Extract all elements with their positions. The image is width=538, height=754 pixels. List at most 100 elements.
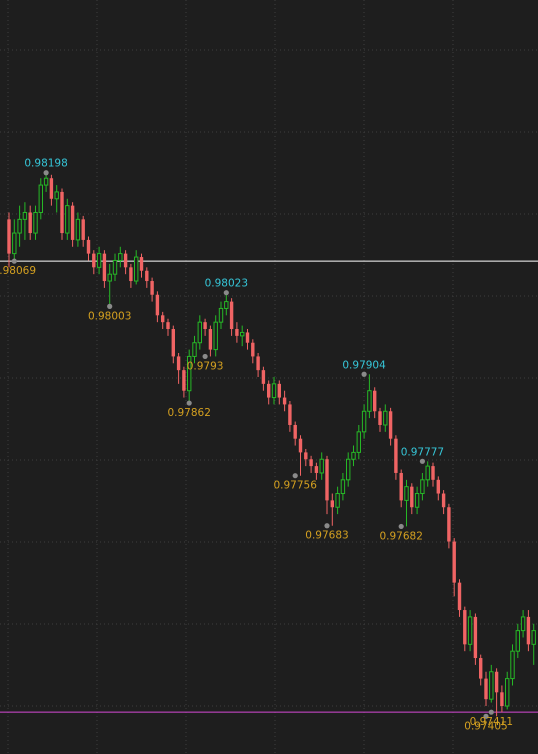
candle-body-bullish [505,678,510,707]
candle [383,404,388,432]
candle [134,250,139,285]
candle [208,325,213,357]
candle-body-bullish [33,211,38,234]
swing-low-marker [186,400,192,406]
candle-body-bullish [335,493,340,508]
candle-body-bearish [176,356,181,371]
candle-body-bearish [330,500,334,508]
candle [293,421,297,446]
candle-body-bullish [43,177,49,186]
candle-body-bearish [7,219,11,254]
candle [510,644,515,686]
candle [123,250,128,275]
candle [298,435,303,476]
candle [467,610,473,652]
candle [96,246,102,275]
candle-body-bearish [410,486,414,508]
swing-low-label: 0.98069 [0,265,36,277]
candle-body-bearish [484,678,488,700]
candle-body-bullish [340,479,346,495]
candle [431,462,435,487]
candle [452,538,456,597]
candle-body-bearish [447,507,451,542]
candle [192,335,197,364]
candle [197,315,203,350]
candle-body-bearish [452,541,456,583]
candle [28,205,32,240]
swing-low-marker [107,303,113,309]
candle [436,476,440,501]
candle-body-bullish [319,458,324,474]
candle [187,349,192,404]
swing-low-marker [483,713,489,719]
candle [271,377,277,405]
candle-body-bullish [12,232,17,255]
candle [367,374,372,419]
candle [394,435,398,480]
candle [325,455,329,515]
candle-body-bearish [92,253,96,268]
candle-body-bullish [224,301,229,309]
candle-body-bearish [251,342,255,357]
candle [473,613,478,665]
candle [54,185,59,213]
candle [463,606,467,652]
candle [145,267,149,288]
candle [155,291,160,323]
candle-body-bullish [467,616,473,645]
candle-body-bearish [102,253,107,282]
candle [161,311,165,330]
candle [261,366,266,391]
candle [86,236,91,261]
candle-body-bullish [187,355,192,392]
swing-high-label: 0.97777 [401,446,444,458]
candle [33,205,38,240]
candle-body-bearish [314,466,319,473]
candle-body-bullish [271,383,277,399]
price-annotations: 0.98198 0.98069 0.98003 0.98023 0.9793 0.9786… [0,158,513,733]
swing-low-marker [202,353,208,360]
swing-low-label: 0.97683 [305,530,348,542]
candle-body-bullish [197,321,203,344]
candle [388,407,393,446]
candle [81,215,85,247]
candle-body-bearish [431,466,435,480]
swing-low-label: 0.97756 [273,480,317,492]
candle [489,664,494,703]
candle [240,325,245,347]
candle [304,448,308,467]
candle-body-bearish [463,610,467,645]
candle [224,292,229,316]
candle [346,452,351,487]
candle [378,407,382,432]
candle-body-bullish [22,211,28,220]
swing-high-marker [361,371,367,377]
candle [373,387,377,419]
candle [500,685,504,713]
candle [410,483,414,515]
candle-body-bullish [118,253,123,261]
candle-body-bearish [494,671,499,693]
candle [256,353,260,377]
candle-body-bullish [420,479,425,495]
candle-body-bullish [414,493,420,508]
candle [531,623,536,665]
candle-body-bearish [208,329,213,350]
swing-low-label: 0.97411 [470,716,513,728]
candle-body-bearish [298,438,303,453]
candle [176,353,181,384]
candle [213,315,218,357]
candle-body-bearish [123,253,128,268]
candle [251,339,255,364]
candle [420,472,425,501]
candle [43,172,49,192]
candle-body-bearish [60,191,64,234]
candle-body-bullish [54,191,59,200]
candle [515,623,520,659]
candle-body-bearish [399,472,403,501]
swing-low-label: 0.97682 [379,530,422,542]
candle-body-bearish [171,329,175,357]
